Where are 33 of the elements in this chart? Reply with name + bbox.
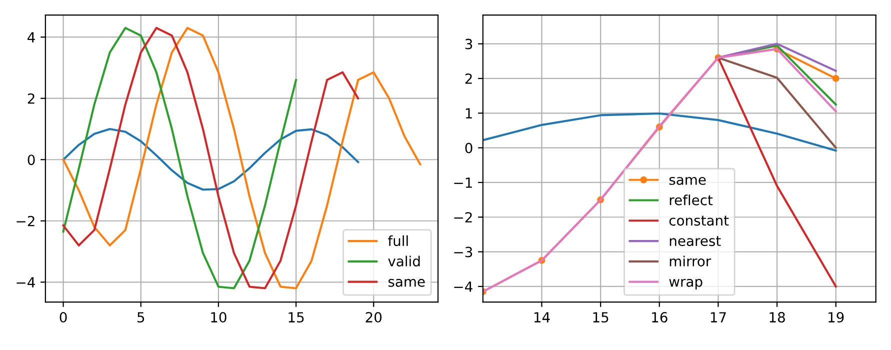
y-tick-label: 2 bbox=[465, 73, 472, 84]
y-tick-label: −1 bbox=[454, 178, 472, 188]
x-tick-label: 18 bbox=[770, 312, 785, 323]
legend-label: constant bbox=[669, 216, 729, 226]
x-tick-label: 5 bbox=[138, 312, 144, 323]
x-tick-label: 15 bbox=[288, 312, 304, 323]
y-tick-label: −2 bbox=[454, 212, 472, 222]
y-tick-label: 0 bbox=[465, 142, 472, 154]
y-tick-label: 1 bbox=[466, 108, 472, 118]
legend-label: valid bbox=[388, 256, 420, 266]
x-tick-label: 0 bbox=[60, 312, 67, 323]
y-tick-label: −4 bbox=[454, 282, 472, 292]
legend-label: same bbox=[388, 278, 425, 287]
x-tick-label: 15 bbox=[593, 312, 608, 323]
legend-label: full bbox=[388, 235, 408, 246]
x-tick-label: 10 bbox=[211, 312, 226, 323]
x-tick-label: 17 bbox=[710, 312, 726, 322]
x-tick-label: 20 bbox=[366, 312, 382, 323]
legend-label: mirror bbox=[670, 256, 712, 266]
y-tick-label: 3 bbox=[465, 38, 472, 50]
x-tick-label: 19 bbox=[828, 312, 844, 323]
legend-label: nearest bbox=[670, 236, 721, 246]
x-tick-label: 14 bbox=[534, 312, 550, 322]
legend-label: wrap bbox=[669, 278, 702, 290]
y-tick-label: −3 bbox=[454, 246, 472, 258]
y-tick-label: −4 bbox=[16, 277, 35, 288]
y-tick-label: 2 bbox=[28, 93, 34, 104]
y-tick-label: 0 bbox=[28, 154, 35, 166]
y-tick-label: −2 bbox=[16, 216, 34, 226]
x-tick-label: 16 bbox=[652, 312, 668, 323]
legend-label: same bbox=[669, 176, 706, 185]
legend-label: reflect bbox=[670, 194, 713, 206]
y-tick-label: 4 bbox=[28, 32, 35, 42]
